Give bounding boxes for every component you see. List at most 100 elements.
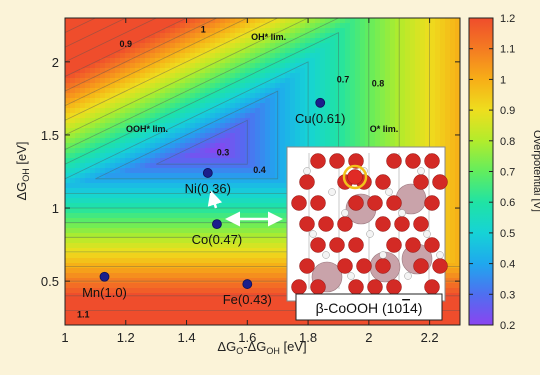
heatmap-cell: [265, 173, 271, 179]
heatmap-cell: [70, 78, 76, 84]
heatmap-cell: [355, 118, 361, 124]
heatmap-cell: [225, 63, 231, 69]
heatmap-cell: [165, 253, 171, 259]
heatmap-cell: [65, 258, 71, 264]
heatmap-cell: [195, 58, 201, 64]
heatmap-cell: [150, 318, 156, 324]
heatmap-cell: [430, 123, 436, 129]
heatmap-cell: [420, 133, 426, 139]
heatmap-cell: [315, 63, 321, 69]
heatmap-cell: [275, 68, 281, 74]
heatmap-cell: [75, 68, 81, 74]
heatmap-cell: [240, 23, 246, 29]
heatmap-cell: [365, 83, 371, 89]
heatmap-cell: [265, 238, 271, 244]
heatmap-cell: [205, 28, 211, 34]
heatmap-cell: [130, 28, 136, 34]
heatmap-cell: [140, 103, 146, 109]
heatmap-cell: [175, 238, 181, 244]
heatmap-cell: [95, 93, 101, 99]
heatmap-cell: [240, 253, 246, 259]
heatmap-cell: [390, 63, 396, 69]
heatmap-cell: [165, 273, 171, 279]
heatmap-cell: [225, 223, 231, 229]
heatmap-cell: [175, 158, 181, 164]
heatmap-cell: [175, 248, 181, 254]
heatmap-cell: [65, 48, 71, 54]
heatmap-cell: [245, 208, 251, 214]
heatmap-cell: [110, 228, 116, 234]
heatmap-cell: [245, 148, 251, 154]
heatmap-cell: [420, 78, 426, 84]
heatmap-cell: [130, 163, 136, 169]
heatmap-cell: [300, 103, 306, 109]
heatmap-cell: [400, 133, 406, 139]
heatmap-cell: [315, 18, 321, 24]
heatmap-cell: [365, 103, 371, 109]
heatmap-cell: [390, 33, 396, 39]
heatmap-cell: [375, 53, 381, 59]
heatmap-cell: [135, 183, 141, 189]
heatmap-cell: [90, 263, 96, 269]
heatmap-cell: [255, 253, 261, 259]
heatmap-cell: [310, 38, 316, 44]
heatmap-cell: [115, 23, 121, 29]
heatmap-cell: [175, 228, 181, 234]
heatmap-cell: [265, 263, 271, 269]
heatmap-cell: [445, 73, 451, 79]
heatmap-cell: [95, 183, 101, 189]
heatmap-cell: [430, 128, 436, 134]
heatmap-cell: [215, 213, 221, 219]
heatmap-cell: [105, 18, 111, 24]
heatmap-cell: [325, 28, 331, 34]
heatmap-cell: [410, 38, 416, 44]
heatmap-cell: [175, 53, 181, 59]
heatmap-cell: [405, 48, 411, 54]
contour-value-label: 0.4: [253, 165, 266, 175]
heatmap-cell: [395, 73, 401, 79]
heatmap-cell: [445, 33, 451, 39]
heatmap-cell: [120, 168, 126, 174]
heatmap-cell: [265, 43, 271, 49]
heatmap-cell: [280, 63, 286, 69]
heatmap-cell: [430, 33, 436, 39]
heatmap-cell: [125, 63, 131, 69]
heatmap-cell: [290, 23, 296, 29]
heatmap-cell: [185, 158, 191, 164]
heatmap-cell: [275, 298, 281, 304]
heatmap-cell: [315, 33, 321, 39]
heatmap-cell: [165, 313, 171, 319]
heatmap-cell: [340, 103, 346, 109]
heatmap-cell: [125, 208, 131, 214]
heatmap-cell: [445, 208, 451, 214]
heatmap-cell: [330, 43, 336, 49]
heatmap-cell: [265, 318, 271, 324]
heatmap-cell: [195, 158, 201, 164]
heatmap-cell: [175, 43, 181, 49]
heatmap-cell: [110, 158, 116, 164]
heatmap-cell: [280, 193, 286, 199]
heatmap-cell: [90, 323, 96, 329]
heatmap-cell: [185, 98, 191, 104]
heatmap-cell: [220, 23, 226, 29]
heatmap-cell: [135, 223, 141, 229]
heatmap-cell: [380, 88, 386, 94]
heatmap-cell: [325, 133, 331, 139]
heatmap-cell: [215, 173, 221, 179]
heatmap-cell: [155, 183, 161, 189]
heatmap-cell: [445, 218, 451, 224]
heatmap-cell: [205, 313, 211, 319]
heatmap-cell: [315, 323, 321, 329]
heatmap-cell: [145, 313, 151, 319]
heatmap-cell: [130, 228, 136, 234]
heatmap-cell: [240, 208, 246, 214]
heatmap-cell: [75, 228, 81, 234]
heatmap-cell: [185, 173, 191, 179]
heatmap-cell: [150, 283, 156, 289]
heatmap-cell: [90, 183, 96, 189]
heatmap-cell: [220, 318, 226, 324]
heatmap-cell: [255, 188, 261, 194]
heatmap-cell: [290, 83, 296, 89]
x-tick-label: 2.2: [421, 330, 439, 345]
heatmap-cell: [170, 228, 176, 234]
